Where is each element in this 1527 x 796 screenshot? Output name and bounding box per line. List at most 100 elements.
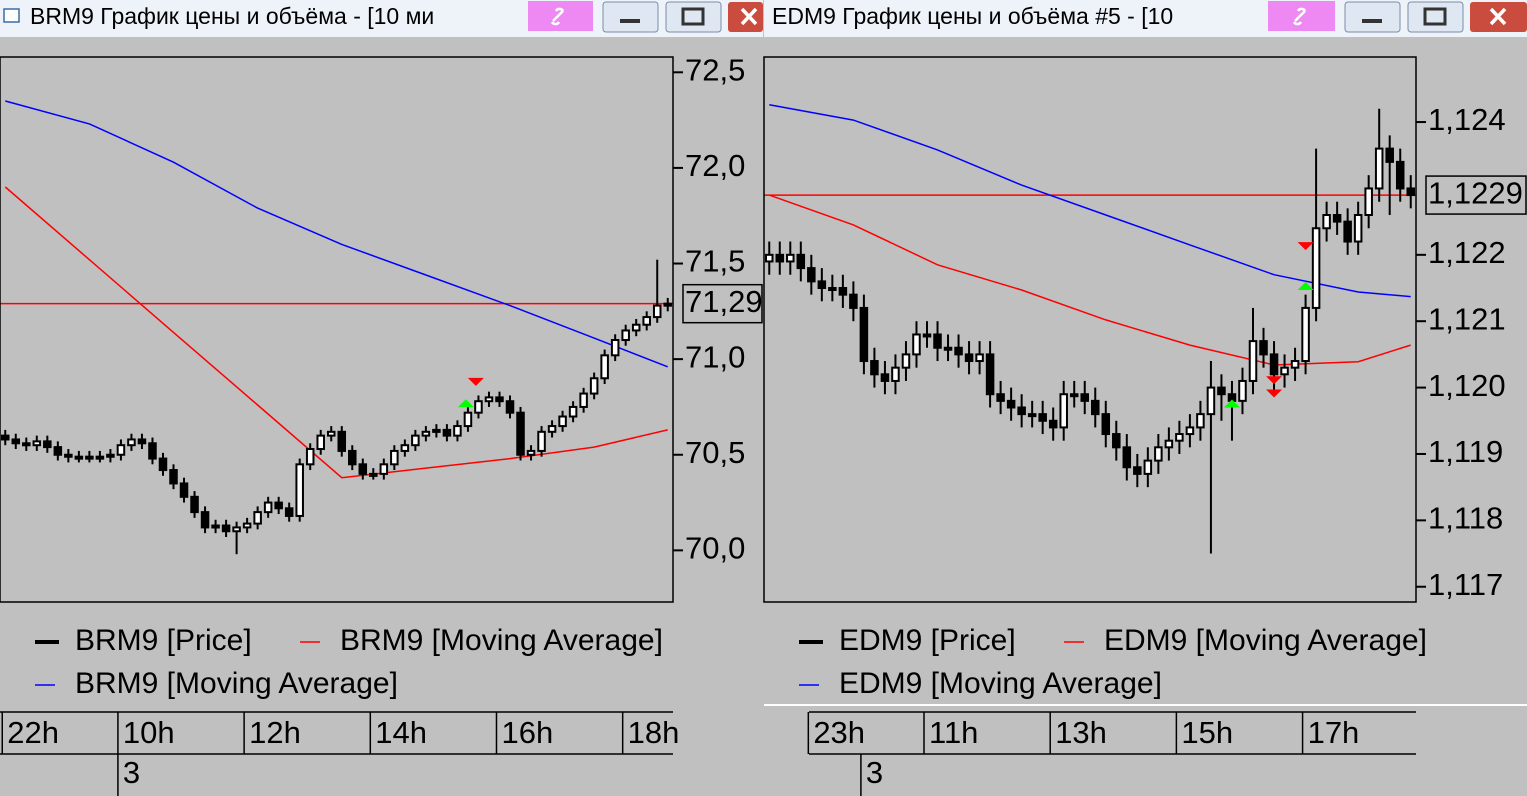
- candle-body: [116, 444, 126, 456]
- candle-body: [348, 449, 357, 466]
- legend-label: BRM9 [Moving Average]: [340, 624, 663, 657]
- candle-body: [1006, 399, 1016, 409]
- chart: 1,117 1,118 1,119 1,120 1,121 1,122 1,124 1,122…: [763, 56, 1527, 796]
- candle-body: [127, 438, 136, 447]
- candle-body: [326, 430, 336, 437]
- candle-body: [631, 323, 641, 332]
- candle-body: [1290, 360, 1300, 369]
- candle-body: [274, 501, 283, 510]
- x-tick-label: 17h: [1308, 715, 1360, 750]
- plot-area: [764, 104, 1416, 554]
- x-tick-label: 10h: [123, 715, 175, 750]
- candle-body: [1101, 413, 1111, 436]
- link-button[interactable]: [528, 1, 593, 31]
- candle-body: [295, 463, 304, 517]
- candle-body: [1374, 147, 1384, 190]
- candle-body: [1133, 466, 1142, 475]
- x-tick-label: 11h: [929, 715, 978, 750]
- candle-body: [1385, 147, 1394, 163]
- y-tick-label: 1,121: [1428, 301, 1506, 336]
- candle-body: [985, 353, 995, 396]
- candle-body: [442, 428, 452, 437]
- candle-body: [263, 501, 273, 514]
- candle-body: [284, 507, 294, 517]
- candle-body: [610, 339, 620, 357]
- candle-body: [253, 511, 262, 525]
- maximize-icon: [1423, 7, 1447, 26]
- candle-body: [1259, 340, 1268, 356]
- day-tick-label: 3: [123, 755, 140, 790]
- candle-body: [337, 430, 347, 452]
- candle-body: [85, 455, 94, 460]
- y-tick-label: 70,0: [685, 531, 745, 566]
- moving-average-line: [769, 194, 1411, 366]
- candle-body: [453, 425, 462, 437]
- candle-body: [53, 446, 63, 456]
- candle-body: [1406, 187, 1416, 197]
- candle-body: [474, 400, 483, 414]
- candle-body: [891, 366, 900, 382]
- candle-body: [137, 438, 147, 445]
- buy-signal: [1297, 282, 1314, 291]
- y-tick-label: 1,119: [1428, 434, 1503, 469]
- candle-body: [589, 377, 599, 395]
- maximize-button[interactable]: [1407, 1, 1464, 33]
- day-tick-label: 3: [866, 755, 883, 790]
- candle-body: [1027, 413, 1037, 418]
- sell-signal: [1266, 376, 1283, 385]
- candle-body: [975, 353, 984, 363]
- candle-body: [1322, 213, 1331, 230]
- candle-body: [1395, 160, 1405, 190]
- plot-frame: [763, 56, 1417, 603]
- chart: 70,0 70,5 71,0 71,5 72,0 72,5 71,29 BRM9 [Price…: [0, 52, 763, 796]
- candle-body: [1154, 446, 1163, 462]
- candle-body: [828, 287, 837, 292]
- candle-body: [106, 453, 115, 458]
- minimize-button[interactable]: [602, 1, 659, 33]
- candle-body: [1238, 379, 1247, 402]
- candle-body: [1090, 399, 1100, 416]
- candle-body: [484, 396, 494, 403]
- moving-average-line: [5, 100, 668, 368]
- maximize-icon: [681, 7, 705, 26]
- maximize-button[interactable]: [665, 1, 722, 33]
- legend-label: EDM9 [Moving Average]: [839, 667, 1162, 700]
- candle-body: [43, 440, 52, 449]
- minimize-button[interactable]: [1344, 1, 1401, 33]
- y-tick-label: 72,5: [685, 52, 745, 87]
- candle-body: [912, 333, 921, 356]
- candle-body: [1301, 306, 1310, 363]
- candle-body: [1343, 220, 1352, 243]
- plot-area: [0, 100, 673, 555]
- candle-body: [1353, 213, 1363, 243]
- candle-body: [179, 482, 189, 498]
- candle-body: [242, 522, 252, 529]
- candle-body: [817, 280, 827, 290]
- candle-body: [463, 411, 473, 428]
- y-tick-label: 1,120: [1428, 368, 1506, 403]
- candle-body: [1038, 413, 1047, 422]
- y-tick-label: 72,0: [685, 148, 745, 183]
- candle-body: [1122, 446, 1132, 469]
- candle-body: [642, 316, 651, 326]
- y-tick-label: 70,5: [685, 435, 745, 470]
- candle-body: [64, 453, 73, 458]
- candle-body: [1311, 227, 1321, 309]
- x-tick-label: 16h: [501, 715, 553, 750]
- x-tick-label: 23h: [813, 715, 865, 750]
- sell-signal: [1266, 389, 1283, 398]
- candle-body: [849, 293, 858, 309]
- candle-body: [1248, 340, 1258, 382]
- last-price-box: [1425, 175, 1527, 215]
- close-icon: [740, 7, 758, 26]
- candle-body: [775, 253, 785, 263]
- candle-body: [838, 287, 848, 296]
- candle-body: [954, 346, 963, 356]
- candle-body: [158, 457, 168, 472]
- candle-body: [316, 434, 325, 451]
- close-button[interactable]: [728, 2, 763, 32]
- candle-body: [933, 333, 942, 349]
- candle-body: [764, 253, 774, 263]
- y-tick-label: 71,0: [685, 339, 745, 374]
